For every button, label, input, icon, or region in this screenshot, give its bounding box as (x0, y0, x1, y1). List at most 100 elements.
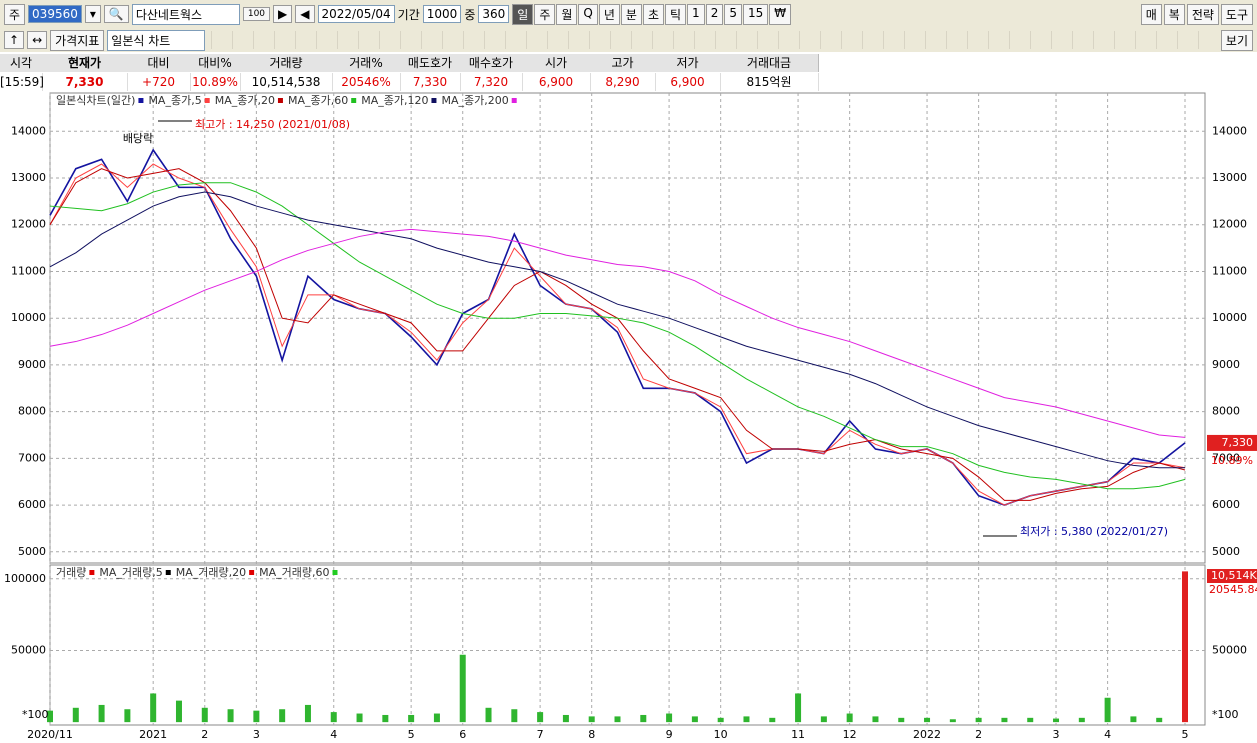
unit-label-right: *100 (1212, 708, 1239, 721)
badge: 100 (242, 7, 271, 21)
icon[interactable]: ▾ (84, 5, 101, 23)
table-value: 6,900 (655, 73, 721, 91)
y-tick-label-right: 9000 (1212, 358, 1240, 371)
date-input[interactable]: 2022/05/04 (317, 5, 395, 23)
x-tick-label: 7 (537, 728, 544, 741)
icon[interactable]: ↑ (4, 31, 25, 49)
x-tick-label: 2022 (913, 728, 941, 741)
toolbar-second: ↑ ↔ 가격지표 일본식 차트 보기 (0, 28, 1257, 52)
price-tag (1207, 434, 1257, 451)
legend-swatch (332, 570, 338, 575)
x-tick-label: 5 (1182, 728, 1189, 741)
view-button[interactable]: 보기 (1220, 29, 1253, 51)
volume-bar (1104, 697, 1111, 723)
period-input[interactable]: 1000 (422, 5, 462, 23)
y-tick-label-right: 13000 (1212, 171, 1247, 184)
interval-button[interactable]: 일 (512, 3, 534, 25)
interval-button[interactable]: 1 (687, 3, 705, 25)
interval-group: 일 주 월 Q 년 분 초 틱 1 2 5 15 ₩ (512, 3, 792, 25)
x-tick-label: 9 (666, 728, 673, 741)
volume-bar (408, 714, 415, 723)
volume-bar (717, 717, 724, 723)
legend-swatch (431, 98, 437, 103)
interval-button[interactable]: 2 (705, 3, 724, 25)
right-button[interactable]: 도구 (1220, 3, 1253, 25)
interval-button[interactable]: 5 (724, 3, 742, 25)
table-value: 7,330 (42, 73, 128, 91)
right-button[interactable]: 전략 (1186, 3, 1219, 25)
table-header: 매도호가 (400, 54, 461, 72)
interval-button[interactable]: 분 (620, 3, 642, 25)
interval-button[interactable]: 년 (598, 3, 620, 25)
y-tick-label-right: 14000 (1212, 124, 1247, 137)
ma-line (49, 182, 1186, 490)
volume-bar (1053, 718, 1060, 723)
volume-bar (175, 700, 182, 723)
table-header: 거래량 (240, 54, 333, 72)
legend-label: MA_종가,120 (361, 94, 428, 107)
legend-swatch (277, 98, 283, 103)
annotation-low: 최저가 : 5,380 (2022/01/27) (1020, 525, 1168, 538)
volume-bar (537, 712, 544, 723)
volume-bar (1130, 716, 1137, 723)
volume-bar (98, 704, 105, 723)
legend-label: MA_거래량,5 (99, 566, 162, 579)
volume-bar (795, 693, 802, 723)
legend-swatch (138, 98, 144, 103)
y-tick-label: 11000 (11, 264, 46, 277)
interval-button[interactable]: 15 (742, 3, 769, 25)
volume-bar (666, 713, 673, 723)
market-button[interactable]: 주 (4, 3, 26, 25)
zoom-input[interactable]: 360 (478, 5, 510, 23)
style-select[interactable]: 일본식 차트 (107, 29, 206, 51)
right-button[interactable]: 복 (1163, 3, 1185, 25)
volume-bar (846, 713, 853, 723)
volume-bar (47, 710, 53, 723)
y-tick-label-right: 8000 (1212, 405, 1240, 418)
interval-button[interactable]: 주 (534, 3, 556, 25)
interval-button[interactable]: 월 (556, 3, 578, 25)
x-tick-label: 2 (201, 728, 208, 741)
x-tick-label: 2021 (139, 728, 167, 741)
volume-bar (459, 654, 466, 723)
volume-bar (924, 717, 931, 723)
legend-swatch (204, 98, 210, 103)
table-header: 거래대금 (720, 54, 819, 72)
icon[interactable]: ◀ (295, 5, 315, 23)
icon[interactable]: 🔍 (103, 5, 129, 23)
volume-tag (1207, 569, 1257, 583)
volume-panel (49, 564, 1206, 726)
volume-bar (124, 709, 131, 723)
label: 기간 (397, 7, 420, 22)
legend-label: 일본식차트(일간) (56, 93, 135, 107)
y-tick-label: 13000 (11, 171, 46, 184)
volume-bar (227, 709, 234, 723)
indicator-button[interactable]: 가격지표 (50, 29, 105, 51)
ma-line (49, 191, 1185, 469)
right-button[interactable]: 매 (1140, 3, 1162, 25)
table-value: 7,320 (460, 73, 523, 91)
legend-swatch (165, 570, 171, 575)
legend-label: MA_종가,5 (148, 94, 201, 107)
code-input[interactable]: 039560 (28, 5, 82, 23)
y-tick-label: 8000 (18, 405, 46, 418)
quote-table: 시각 [15:59] 현재가 7,330 대비 +720 대비% 10.89% 거래량 10,51… (0, 54, 1257, 92)
interval-button[interactable]: ₩ (769, 3, 792, 25)
volume-bar (820, 716, 827, 723)
interval-button[interactable]: 틱 (665, 3, 687, 25)
volume-bar (898, 717, 905, 723)
legend-label: MA_거래량,20 (176, 566, 246, 579)
interval-button[interactable]: Q (578, 3, 598, 25)
name-field[interactable]: 다산네트웍스 (131, 3, 240, 25)
y-tick-label: 50000 (11, 643, 46, 656)
x-tick-label: 10 (714, 728, 728, 741)
icon[interactable]: ▶ (273, 5, 293, 23)
y-tick-label-right: 11000 (1212, 264, 1247, 277)
icon[interactable]: ↔ (27, 31, 48, 49)
interval-button[interactable]: 초 (642, 3, 664, 25)
table-header: 시가 (522, 54, 591, 72)
table-value: 20546% (332, 73, 401, 91)
y-tick-label-right: 10000 (1212, 311, 1247, 324)
volume-bar (614, 716, 621, 723)
x-tick-label: 11 (791, 728, 805, 741)
